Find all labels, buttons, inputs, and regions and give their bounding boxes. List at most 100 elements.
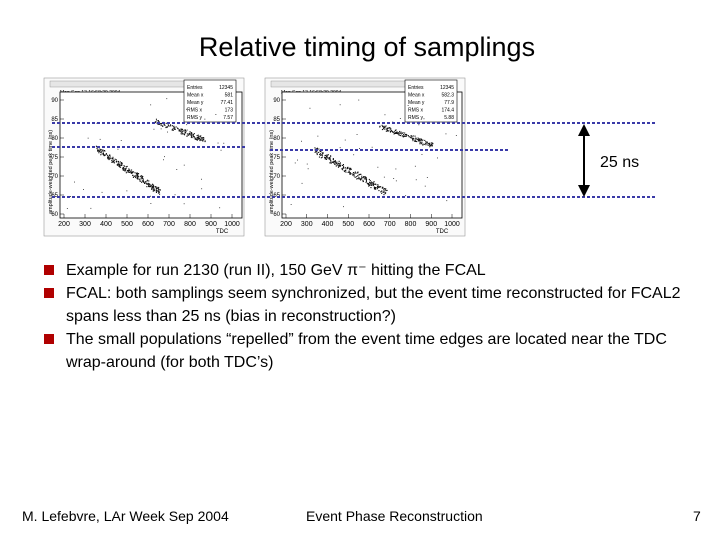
scatter-point <box>352 173 354 175</box>
scatter-point <box>383 128 385 130</box>
scatter-point <box>349 169 351 171</box>
scatter-point <box>148 186 150 188</box>
scatter-point <box>141 177 143 179</box>
stats-label: RMS x <box>187 108 203 114</box>
scatter-point <box>167 131 168 133</box>
scatter-point <box>190 135 192 137</box>
footer-title: Event Phase Reconstruction <box>306 508 483 524</box>
scatter-point <box>142 181 144 183</box>
scatter-point <box>114 158 116 160</box>
scatter-point <box>349 173 351 175</box>
scatter-point <box>418 139 420 141</box>
scatter-point <box>307 168 309 170</box>
scatter-point <box>330 161 332 163</box>
scatter-point <box>196 135 198 137</box>
stats-value: 5.88 <box>444 115 454 121</box>
scatter-point <box>362 177 364 179</box>
stats-value: 582.3 <box>441 93 454 99</box>
scatter-point <box>170 125 172 127</box>
scatter-point <box>446 200 448 202</box>
scatter-point <box>119 164 121 166</box>
scatter-point <box>314 151 316 153</box>
scatter-point <box>141 180 143 182</box>
scatter-point <box>317 135 319 137</box>
scatter-point <box>146 186 148 188</box>
scatter-point <box>180 130 182 132</box>
scatter-point <box>401 132 403 134</box>
scatter-point <box>113 160 115 162</box>
scatter-point <box>197 137 199 139</box>
scatter-point <box>380 191 382 193</box>
scatter-point <box>394 131 396 133</box>
scatter-point <box>344 139 346 141</box>
scatter-point <box>165 122 167 124</box>
scatter-point <box>125 169 127 171</box>
scatter-point <box>223 142 225 144</box>
scatter-point <box>151 186 153 188</box>
scatter-point <box>368 185 370 187</box>
scatter-point <box>369 181 371 183</box>
bullet-item: Example for run 2130 (run II), 150 GeV π… <box>44 259 684 282</box>
scatter-point <box>348 171 350 173</box>
scatter-point <box>155 191 157 193</box>
scatter-point <box>66 208 68 209</box>
scatter-point <box>418 124 420 126</box>
x-tick-label: 700 <box>163 221 175 228</box>
scatter-point <box>294 162 296 164</box>
scatter-point <box>374 187 376 189</box>
scatter-point <box>455 135 457 136</box>
scatter-point <box>394 129 396 131</box>
scatter-point <box>350 167 352 169</box>
scatter-point <box>418 140 420 142</box>
scatter-point <box>412 137 414 139</box>
scatter-point <box>176 169 178 170</box>
scatter-point <box>379 125 381 127</box>
scatter-point <box>325 158 327 160</box>
scatter-point <box>196 139 198 141</box>
scatter-point <box>425 141 427 143</box>
scatter-point <box>412 138 414 140</box>
scatter-point <box>156 186 158 188</box>
scatter-point <box>181 128 183 130</box>
scatter-point <box>164 156 165 158</box>
scatter-point <box>389 131 391 133</box>
square-bullet-icon <box>44 265 54 275</box>
scatter-point <box>135 177 137 179</box>
scatter-point <box>157 120 159 122</box>
scatter-point <box>107 157 109 159</box>
scatter-point <box>301 182 303 184</box>
scatter-point <box>115 161 117 163</box>
scatter-point <box>151 187 153 189</box>
scatter-point <box>384 193 386 195</box>
scatter-point <box>87 137 89 139</box>
x-tick-label: 800 <box>405 221 417 228</box>
scatter-point <box>384 114 386 116</box>
scatter-point <box>316 151 318 153</box>
scatter-point <box>220 149 222 151</box>
timing-histogram-fcal1: Mon Sep 13 16:58:29 2004Entries12345Mean… <box>43 77 245 237</box>
scatter-point <box>131 121 133 123</box>
scatter-point <box>108 159 110 161</box>
scatter-point <box>399 118 401 119</box>
scatter-point <box>174 127 176 129</box>
scatter-point <box>357 172 359 174</box>
scatter-point <box>387 128 389 130</box>
scatter-point <box>383 125 385 127</box>
scatter-point <box>152 190 154 192</box>
scatter-point <box>173 127 175 129</box>
scatter-point <box>390 130 392 132</box>
scatter-point <box>318 148 320 150</box>
scatter-point <box>100 149 102 151</box>
scatter-point <box>339 147 341 149</box>
scatter-point <box>384 192 386 194</box>
scatter-point <box>393 178 395 179</box>
scatter-point <box>384 127 386 129</box>
stats-value: 581 <box>225 93 234 99</box>
scatter-point <box>423 143 425 145</box>
scatter-point <box>125 167 127 169</box>
scatter-point <box>342 166 344 168</box>
scatter-point <box>204 141 206 143</box>
scatter-point <box>426 177 428 178</box>
scatter-point <box>128 168 130 170</box>
scatter-point <box>358 176 360 178</box>
